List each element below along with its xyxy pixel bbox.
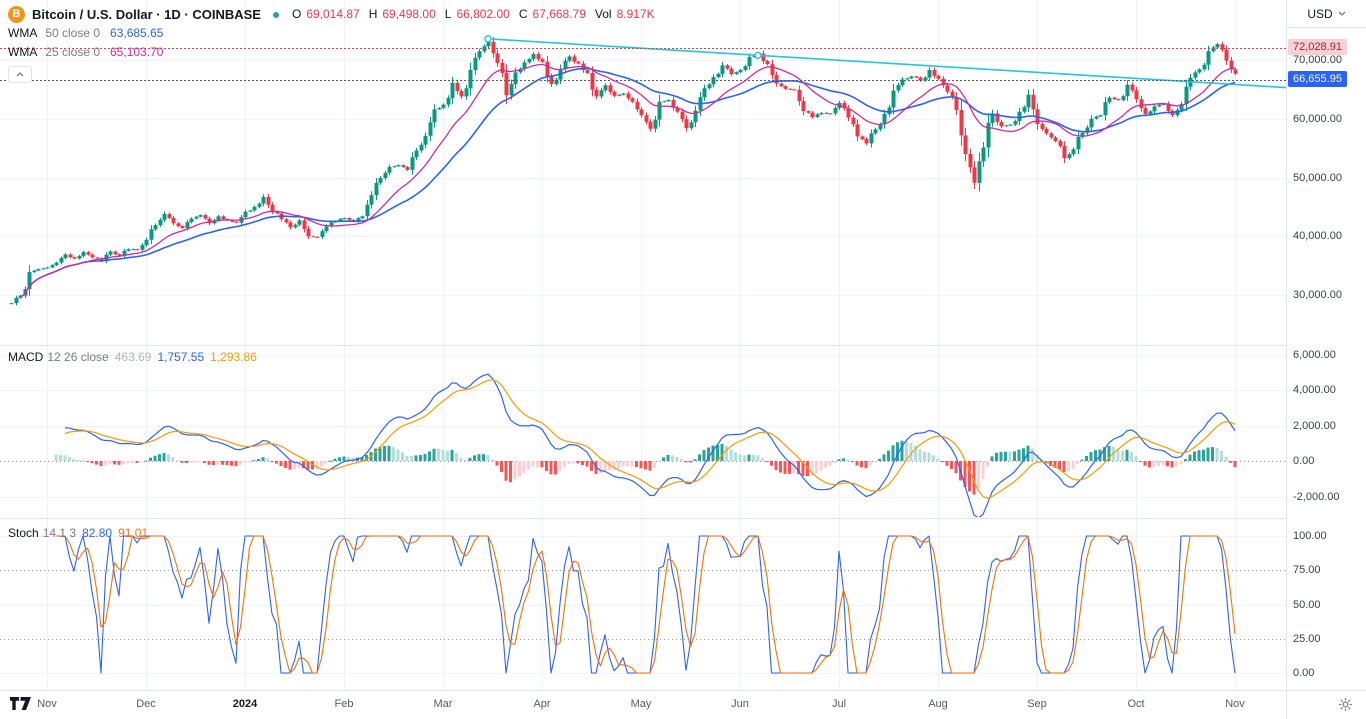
indicator-params: 50 close 0: [45, 26, 101, 40]
axis-tick-label: 4,000.00: [1293, 384, 1336, 396]
time-tick-label: Dec: [136, 698, 156, 710]
macd-line-value: 1,757.55: [157, 350, 205, 364]
high-label: H: [368, 7, 378, 21]
axis-tick-label: 75.00: [1293, 564, 1321, 577]
main-legend: B Bitcoin / U.S. Dollar · 1D · COINBASE …: [8, 6, 655, 83]
stoch-d-value: 91.01: [118, 526, 149, 540]
currency-label: USD: [1307, 6, 1333, 21]
axis-tick-label: 2,000.00: [1293, 419, 1336, 432]
open-label: O: [291, 7, 302, 21]
macd-signal-value: 1,293.86: [210, 350, 257, 364]
bitcoin-icon: B: [8, 6, 25, 23]
pane-separator[interactable]: [0, 345, 1366, 346]
indicator-name: WMA: [8, 26, 38, 40]
axis-tick-label: 0.00: [1293, 455, 1315, 467]
low-value: 66,802.00: [456, 7, 510, 21]
pane-separator[interactable]: [0, 518, 1366, 519]
time-tick-label: May: [630, 698, 652, 710]
high-value: 69,498.00: [382, 7, 436, 21]
axis-tick-label: 50.00: [1293, 598, 1321, 611]
indicator-value: 63,685.65: [110, 26, 164, 40]
axis-tick-label: 0.00: [1293, 667, 1315, 679]
indicator-name: MACD: [8, 350, 44, 364]
axis-tick-label: 70,000.00: [1293, 54, 1342, 66]
price-badge[interactable]: 66,655.95: [1288, 70, 1347, 87]
collapse-legend-button[interactable]: [8, 66, 32, 83]
time-tick-label: Feb: [334, 698, 354, 710]
close-value: 67,668.79: [532, 7, 586, 21]
time-tick-label: Jun: [731, 698, 749, 710]
indicator-params: 14 1 3: [42, 526, 77, 540]
chevron-up-icon: [16, 72, 24, 77]
indicator-name: WMA: [8, 45, 38, 59]
symbol-row[interactable]: B Bitcoin / U.S. Dollar · 1D · COINBASE …: [8, 6, 655, 23]
volume-label: Vol: [594, 7, 612, 21]
market-status-icon: [272, 11, 279, 18]
axis-tick-label: 100.00: [1293, 530, 1327, 542]
time-tick-label: Sep: [1027, 698, 1047, 710]
alert-badge[interactable]: 72,028.91: [1288, 39, 1347, 56]
stoch-legend[interactable]: Stoch 14 1 3 82.80 91.01: [8, 526, 148, 540]
volume-value: 8.917K: [616, 7, 655, 21]
axis-tick-label: 6,000.00: [1293, 348, 1336, 361]
price-axis[interactable]: USD 72,028.91 66,655.95 70,000.00 60,000.…: [1286, 0, 1366, 690]
time-tick-label: Nov: [37, 698, 57, 710]
currency-selector[interactable]: USD: [1287, 0, 1366, 28]
time-tick-label: Apr: [533, 698, 551, 710]
stoch-k-value: 82.80: [82, 526, 113, 540]
axis-tick-label: -2,000.00: [1293, 490, 1340, 503]
time-tick-label: Aug: [928, 698, 948, 710]
macd-legend[interactable]: MACD 12 26 close 463.69 1,757.55 1,293.8…: [8, 350, 257, 364]
chevron-down-icon: [1338, 11, 1346, 16]
time-tick-label: Mar: [433, 698, 453, 710]
axis-corner-divider: [1286, 691, 1287, 719]
settings-gear-icon[interactable]: [1338, 697, 1353, 717]
axis-tick-label: 40,000.00: [1293, 230, 1342, 243]
indicator-params: 12 26 close: [47, 350, 109, 364]
indicator-value: 65,103.70: [110, 45, 164, 59]
time-tick-label: Nov: [1225, 698, 1245, 710]
macd-hist-value: 463.69: [114, 350, 152, 364]
indicator-params: 25 close 0: [45, 45, 101, 59]
time-tick-label: 2024: [232, 698, 258, 710]
close-label: C: [518, 7, 528, 21]
tradingview-logo-icon[interactable]: [10, 697, 31, 715]
axis-tick-label: 50,000.00: [1293, 171, 1342, 184]
time-tick-label: Jul: [831, 698, 847, 710]
open-value: 69,014.87: [306, 7, 360, 21]
symbol-title[interactable]: Bitcoin / U.S. Dollar · 1D · COINBASE: [32, 7, 261, 22]
time-axis[interactable]: Nov Dec 2024 Feb Mar Apr May Jun Jul Aug Sep Oct Nov: [0, 690, 1366, 719]
axis-tick-label: 60,000.00: [1293, 112, 1342, 125]
wma25-legend[interactable]: WMA 25 close 0 65,103.70: [8, 44, 655, 61]
low-label: L: [444, 7, 452, 21]
time-tick-label: Oct: [1127, 698, 1145, 710]
axis-tick-label: 30,000.00: [1293, 289, 1342, 301]
wma50-legend[interactable]: WMA 50 close 0 63,685.65: [8, 25, 655, 42]
axis-tick-label: 25.00: [1293, 632, 1321, 645]
indicator-name: Stoch: [8, 526, 39, 540]
